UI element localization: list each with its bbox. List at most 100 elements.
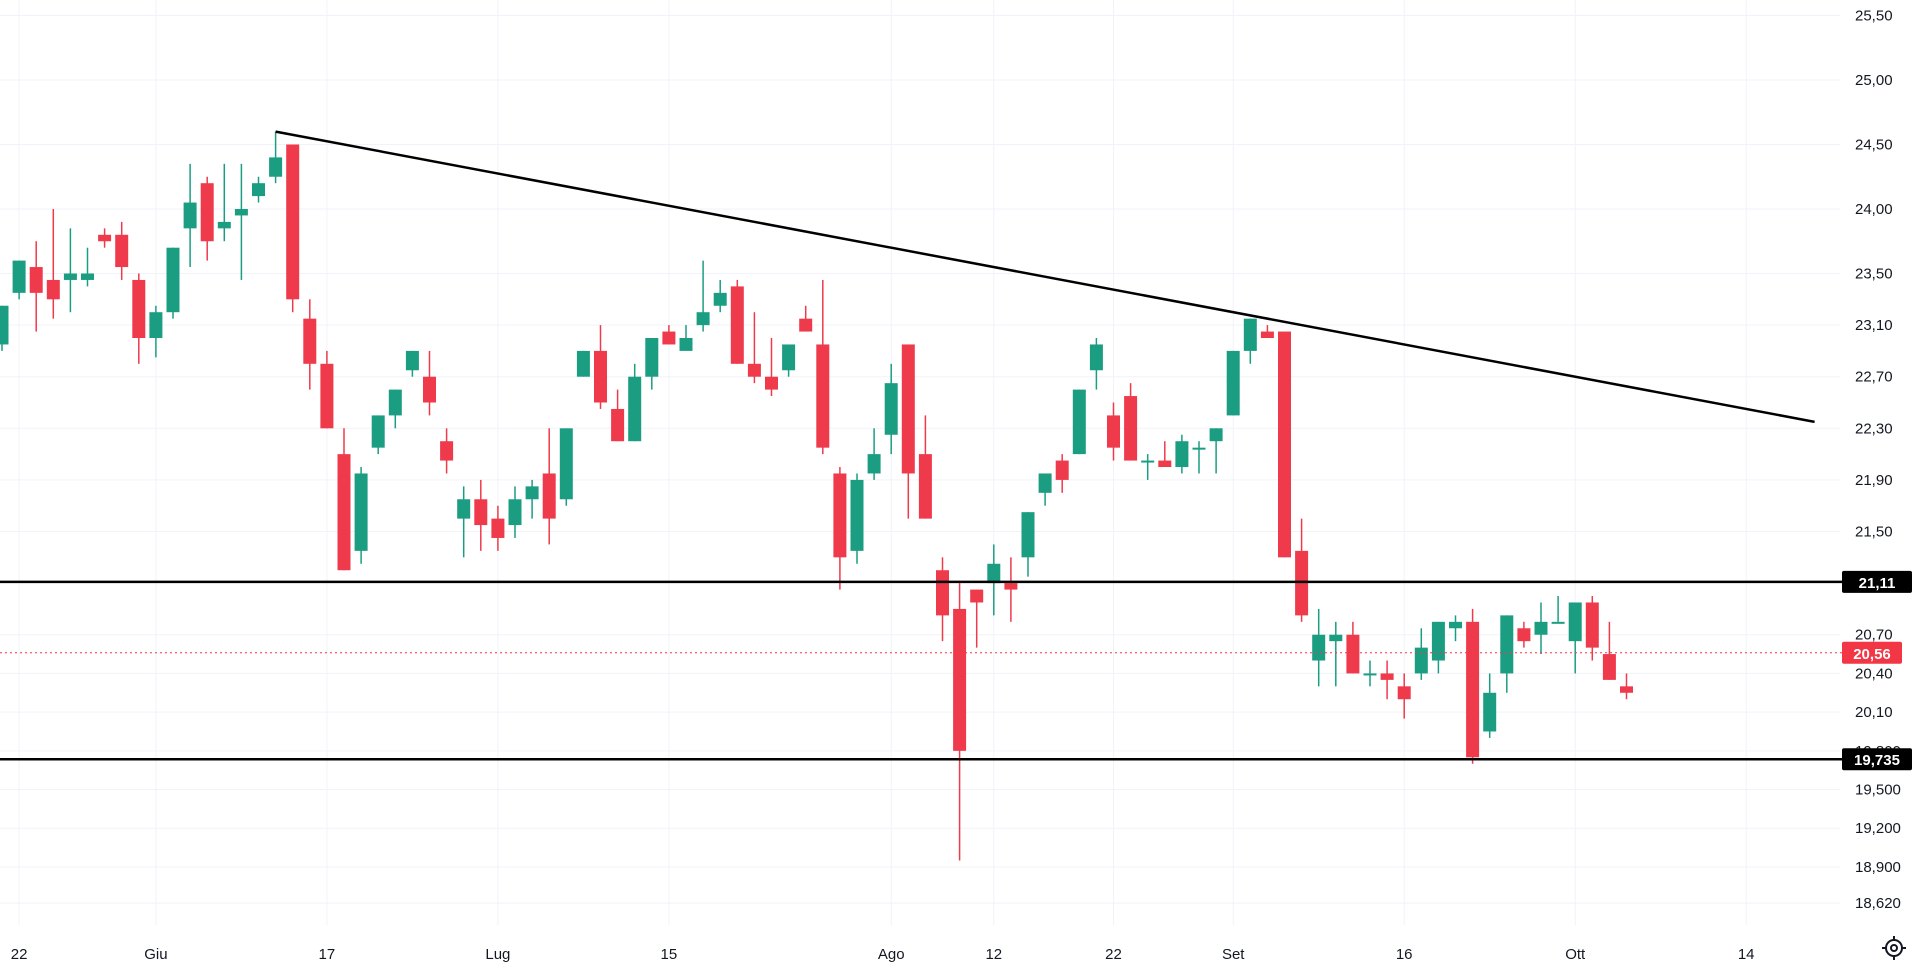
candle-up bbox=[149, 305, 163, 358]
candle-body bbox=[1226, 350, 1240, 416]
price-axis[interactable]: 25,50 25,00 24,50 24,00 23,50 23,10 22,70 22,30… bbox=[1855, 7, 1901, 912]
candle-body bbox=[183, 202, 197, 229]
candle-body bbox=[1278, 331, 1291, 558]
candle-body bbox=[696, 312, 710, 326]
candle-body bbox=[576, 350, 590, 377]
candle-up bbox=[405, 350, 419, 377]
candle-body bbox=[1021, 512, 1035, 558]
current-price-label: 20,56 bbox=[1842, 641, 1902, 664]
candle-up bbox=[217, 163, 231, 242]
candle-body bbox=[1346, 634, 1360, 674]
candle-body bbox=[46, 279, 60, 300]
candle-up bbox=[1209, 428, 1223, 474]
x-tick-label: 17 bbox=[319, 946, 336, 963]
price-labels: 21,11 19,735 20,56 bbox=[1842, 570, 1912, 771]
candle-body bbox=[303, 318, 317, 364]
level-label-text: 19,735 bbox=[1854, 752, 1900, 769]
y-tick-label: 22,70 bbox=[1855, 369, 1893, 386]
candle-body bbox=[542, 473, 556, 519]
y-tick-label: 23,50 bbox=[1855, 266, 1893, 283]
x-tick-label: Set bbox=[1222, 946, 1245, 963]
candle-body bbox=[799, 318, 813, 332]
candle-body bbox=[1363, 673, 1377, 676]
candle-down bbox=[1466, 608, 1480, 764]
candle-up bbox=[628, 363, 642, 442]
x-tick-label: Ago bbox=[878, 946, 905, 963]
candle-body bbox=[970, 589, 984, 603]
x-tick-label: Giu bbox=[144, 946, 167, 963]
candle-up bbox=[987, 544, 1001, 616]
x-tick-label: 15 bbox=[661, 946, 678, 963]
level-label-text: 21,11 bbox=[1859, 575, 1896, 592]
candle-body bbox=[12, 260, 26, 293]
candle-body bbox=[200, 183, 214, 242]
candle-down bbox=[953, 583, 967, 861]
candle-body bbox=[1175, 441, 1189, 468]
candle-body bbox=[371, 415, 385, 448]
candle-down bbox=[1158, 441, 1172, 468]
candle-down bbox=[115, 221, 129, 280]
candle-up bbox=[1449, 615, 1462, 642]
candle-body bbox=[679, 338, 693, 351]
candle-body bbox=[1107, 415, 1120, 448]
candle-body bbox=[252, 183, 265, 197]
candle-up bbox=[696, 260, 710, 332]
candle-down bbox=[747, 312, 761, 384]
candle-body bbox=[816, 344, 830, 448]
candle-body bbox=[491, 518, 505, 538]
candle-body bbox=[286, 144, 300, 300]
candle-down bbox=[1055, 454, 1069, 493]
gear-icon[interactable] bbox=[1878, 932, 1910, 964]
time-axis[interactable]: 22 Giu 17 Lug 15 Ago 12 22 Set 16 Ott 14 bbox=[11, 946, 1755, 963]
y-tick-label: 18,620 bbox=[1855, 895, 1901, 912]
current-price-text: 20,56 bbox=[1853, 646, 1891, 663]
candle-body bbox=[594, 350, 607, 403]
candle-body bbox=[115, 234, 129, 268]
candle-down bbox=[1278, 331, 1291, 558]
candle-body bbox=[1295, 550, 1309, 616]
candle-body bbox=[1329, 634, 1343, 642]
candle-body bbox=[166, 247, 180, 313]
candle-body bbox=[474, 499, 488, 526]
candle-up bbox=[1312, 608, 1326, 687]
candle-body bbox=[713, 292, 727, 306]
candle-down bbox=[816, 279, 830, 455]
candle-down bbox=[1124, 383, 1138, 461]
candle-up bbox=[576, 350, 590, 377]
candle-body bbox=[0, 305, 9, 345]
candle-body bbox=[1500, 615, 1514, 674]
candle-body bbox=[645, 338, 659, 377]
candle-up bbox=[645, 338, 659, 390]
candle-down bbox=[286, 144, 300, 313]
candle-body bbox=[1431, 621, 1445, 661]
candle-body bbox=[440, 441, 454, 461]
candle-down bbox=[1260, 325, 1274, 339]
candle-body bbox=[918, 454, 932, 519]
candle-body bbox=[782, 344, 796, 371]
y-tick-label: 24,50 bbox=[1855, 136, 1893, 153]
candle-body bbox=[936, 570, 949, 616]
candle-body bbox=[730, 286, 744, 364]
candle-down bbox=[833, 467, 847, 590]
candle-body bbox=[1192, 447, 1206, 450]
candle-up bbox=[1414, 628, 1428, 680]
level-label-bg bbox=[1842, 748, 1912, 771]
candle-body bbox=[217, 221, 231, 229]
candle-down bbox=[29, 241, 43, 332]
candle-body bbox=[628, 376, 642, 442]
candle-body bbox=[662, 331, 676, 345]
candle-down bbox=[594, 325, 607, 409]
candle-down bbox=[765, 338, 778, 397]
candle-body bbox=[457, 499, 471, 519]
candle-up bbox=[850, 473, 864, 564]
candle-up bbox=[867, 428, 881, 480]
candle-body bbox=[405, 350, 419, 371]
candle-body bbox=[29, 267, 43, 293]
candle-up bbox=[1089, 338, 1103, 390]
candle-up bbox=[1363, 660, 1377, 687]
candle-up bbox=[1500, 615, 1514, 693]
candle-up bbox=[1551, 596, 1565, 624]
candle-down bbox=[1397, 673, 1411, 719]
